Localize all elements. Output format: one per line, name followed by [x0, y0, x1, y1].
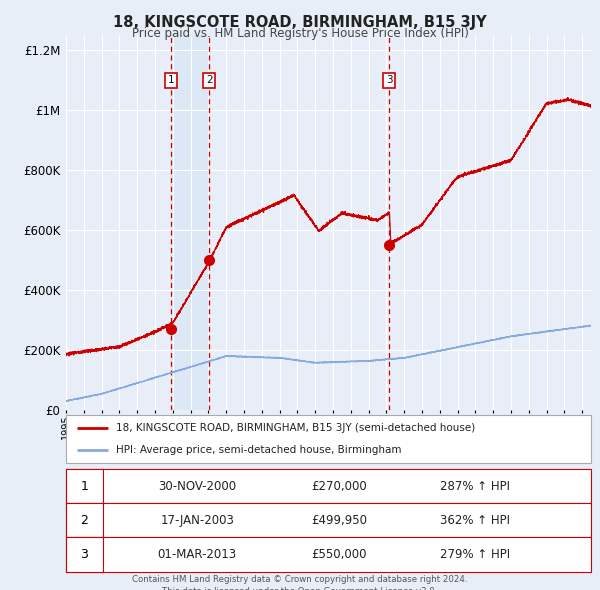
Text: 3: 3	[386, 76, 392, 86]
Text: 18, KINGSCOTE ROAD, BIRMINGHAM, B15 3JY (semi-detached house): 18, KINGSCOTE ROAD, BIRMINGHAM, B15 3JY …	[116, 423, 475, 433]
Text: 1: 1	[168, 76, 175, 86]
FancyBboxPatch shape	[66, 537, 591, 572]
FancyBboxPatch shape	[66, 503, 103, 537]
FancyBboxPatch shape	[66, 415, 591, 463]
Text: 279% ↑ HPI: 279% ↑ HPI	[440, 548, 511, 561]
Text: Price paid vs. HM Land Registry's House Price Index (HPI): Price paid vs. HM Land Registry's House …	[131, 27, 469, 40]
Text: 2: 2	[206, 76, 212, 86]
Text: 18, KINGSCOTE ROAD, BIRMINGHAM, B15 3JY: 18, KINGSCOTE ROAD, BIRMINGHAM, B15 3JY	[113, 15, 487, 30]
FancyBboxPatch shape	[66, 469, 103, 503]
Text: 1: 1	[80, 480, 88, 493]
Text: 287% ↑ HPI: 287% ↑ HPI	[440, 480, 511, 493]
Bar	[172, 35, 209, 410]
Text: £499,950: £499,950	[311, 514, 367, 527]
FancyBboxPatch shape	[66, 469, 591, 503]
FancyBboxPatch shape	[66, 537, 103, 572]
FancyBboxPatch shape	[66, 503, 591, 537]
Text: £270,000: £270,000	[311, 480, 367, 493]
Text: £550,000: £550,000	[311, 548, 367, 561]
Text: 3: 3	[80, 548, 88, 561]
Text: Contains HM Land Registry data © Crown copyright and database right 2024.
This d: Contains HM Land Registry data © Crown c…	[132, 575, 468, 590]
Text: 2: 2	[80, 514, 88, 527]
Text: 01-MAR-2013: 01-MAR-2013	[158, 548, 237, 561]
Text: 17-JAN-2003: 17-JAN-2003	[160, 514, 234, 527]
Text: HPI: Average price, semi-detached house, Birmingham: HPI: Average price, semi-detached house,…	[116, 445, 401, 455]
Text: 30-NOV-2000: 30-NOV-2000	[158, 480, 236, 493]
Text: 362% ↑ HPI: 362% ↑ HPI	[440, 514, 511, 527]
